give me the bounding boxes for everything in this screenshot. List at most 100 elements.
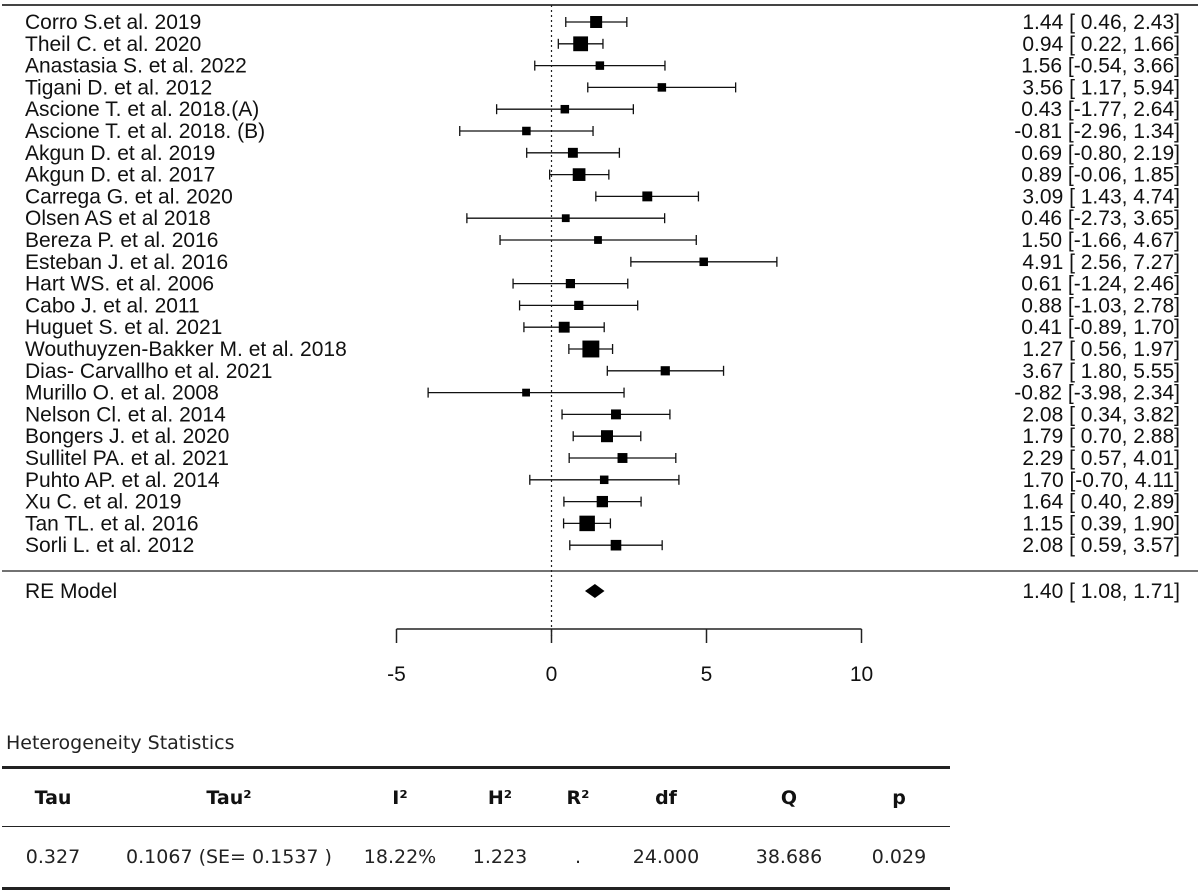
point-estimate <box>579 515 595 532</box>
point-estimate <box>599 475 609 485</box>
ci-text: 1.50 [-1.66, 4.67] <box>1021 229 1180 252</box>
study-row: Olsen AS et al 2018 0.46 [-2.73, 3.65] <box>25 207 1180 230</box>
col-tau: Tau <box>34 786 72 809</box>
study-row: Puhto AP. et al. 2014 1.70 [-0.70, 4.11] <box>25 469 1180 492</box>
study-label: Ascione T. et al. 2018. (B) <box>25 120 265 143</box>
point-estimate <box>567 147 578 158</box>
ci-text: 0.46 [-2.73, 3.65] <box>1021 207 1180 230</box>
study-row: Esteban J. et al. 2016 4.91 [ 2.56, 7.27] <box>25 251 1180 274</box>
forest-plot: Corro S.et al. 2019 1.44 [ 0.46, 2.43]The… <box>2 4 1198 686</box>
ci-text: 0.94 [ 0.22, 1.66] <box>1022 33 1180 56</box>
point-estimate <box>660 366 670 376</box>
point-estimate <box>572 168 586 181</box>
study-row: Xu C. et al. 2019 1.64 [ 0.40, 2.89] <box>25 491 1180 514</box>
point-estimate <box>600 430 613 443</box>
value-r2: . <box>574 846 582 868</box>
study-row: Dias- Carvallho et al. 2021 3.67 [ 1.80, … <box>25 360 1180 383</box>
summary-label: RE Model <box>25 580 117 603</box>
study-row: Carrega G. et al. 2020 3.09 [ 1.43, 4.74] <box>25 185 1180 208</box>
point-estimate <box>610 539 622 551</box>
study-row: Bongers J. et al. 2020 1.79 [ 0.70, 2.88] <box>25 425 1180 448</box>
ci-text: 3.09 [ 1.43, 4.74] <box>1022 185 1180 208</box>
summary-ci-text: 1.40 [ 1.08, 1.71] <box>1022 580 1180 603</box>
summary-row: RE Model 1.40 [ 1.08, 1.71] <box>25 580 1180 603</box>
study-label: Puhto AP. et al. 2014 <box>25 469 220 492</box>
point-estimate <box>574 300 584 310</box>
point-estimate <box>642 191 653 202</box>
axis-tick-label: 0 <box>546 663 558 686</box>
study-label: Corro S.et al. 2019 <box>25 11 201 34</box>
study-label: Olsen AS et al 2018 <box>25 207 211 230</box>
ci-text: 1.27 [ 0.56, 1.97] <box>1022 338 1180 361</box>
point-estimate <box>560 104 570 114</box>
ci-text: 0.89 [-0.06, 1.85] <box>1021 164 1180 187</box>
study-row: Sorli L. et al. 2012 2.08 [ 0.59, 3.57] <box>25 534 1180 557</box>
ci-text: 2.08 [ 0.34, 3.82] <box>1022 403 1180 426</box>
ci-text: 1.64 [ 0.40, 2.89] <box>1022 491 1180 514</box>
point-estimate <box>657 83 667 92</box>
study-label: Dias- Carvallho et al. 2021 <box>25 360 272 383</box>
ci-text: 1.44 [ 0.46, 2.43] <box>1022 11 1180 34</box>
ci-text: 1.56 [-0.54, 3.66] <box>1021 55 1180 78</box>
study-row: Murillo O. et al. 2008 -0.82 [-3.98, 2.34… <box>25 382 1180 405</box>
ci-text: 0.43 [-1.77, 2.64] <box>1021 98 1180 121</box>
value-q: 38.686 <box>755 846 823 868</box>
study-row: Tan TL. et al. 2016 1.15 [ 0.39, 1.90] <box>25 512 1180 535</box>
study-label: Huguet S. et al. 2021 <box>25 316 222 339</box>
ci-text: 0.88 [-1.03, 2.78] <box>1021 294 1180 317</box>
heterogeneity-table: Tau Tau² I² H² R² df Q p 0.327 0.1067 (S… <box>2 766 950 890</box>
ci-text: 4.91 [ 2.56, 7.27] <box>1022 251 1180 274</box>
study-row: Theil C. et al. 2020 0.94 [ 0.22, 1.66] <box>25 33 1180 56</box>
study-label: Akgun D. et al. 2017 <box>25 164 215 187</box>
ci-text: 2.08 [ 0.59, 3.57] <box>1022 534 1180 557</box>
point-estimate <box>561 214 570 223</box>
point-estimate <box>582 340 600 358</box>
study-row: Sullitel PA. et al. 2021 2.29 [ 0.57, 4.0… <box>25 447 1180 470</box>
point-estimate <box>595 61 605 70</box>
point-estimate <box>590 16 603 28</box>
point-estimate <box>617 453 628 463</box>
point-estimate <box>573 36 589 52</box>
study-row: Akgun D. et al. 2019 0.69 [-0.80, 2.19] <box>25 142 1180 165</box>
study-row: Hart WS. et al. 2006 0.61 [-1.24, 2.46] <box>25 273 1180 296</box>
ci-text: 1.15 [ 0.39, 1.90] <box>1022 512 1180 535</box>
col-h2: H² <box>487 786 513 809</box>
study-label: Tigani D. et al. 2012 <box>25 76 212 99</box>
value-i2: 18.22% <box>363 846 437 868</box>
study-label: Sullitel PA. et al. 2021 <box>25 447 229 470</box>
point-estimate <box>699 257 708 267</box>
study-row: Bereza P. et al. 2016 1.50 [-1.66, 4.67] <box>25 229 1180 252</box>
study-rows: Corro S.et al. 2019 1.44 [ 0.46, 2.43]The… <box>25 11 1180 557</box>
study-label: Bereza P. et al. 2016 <box>25 229 218 252</box>
study-row: Nelson Cl. et al. 2014 2.08 [ 0.34, 3.82] <box>25 403 1180 426</box>
ci-text: 0.41 [-0.89, 1.70] <box>1021 316 1180 339</box>
point-estimate <box>611 409 621 420</box>
study-row: Wouthuyzen-Bakker M. et al. 2018 1.27 [ 0… <box>25 338 1180 361</box>
study-label: Esteban J. et al. 2016 <box>25 251 228 274</box>
study-label: Ascione T. et al. 2018.(A) <box>25 98 259 121</box>
study-row: Akgun D. et al. 2017 0.89 [-0.06, 1.85] <box>25 164 1180 187</box>
value-h2: 1.223 <box>472 846 528 868</box>
study-label: Tan TL. et al. 2016 <box>25 512 199 535</box>
col-df: df <box>655 786 677 809</box>
col-r2: R² <box>566 786 590 809</box>
ci-text: 0.61 [-1.24, 2.46] <box>1021 273 1180 296</box>
point-estimate <box>596 495 608 508</box>
axis-tick-label: 5 <box>701 663 713 686</box>
value-tau2: 0.1067 (SE= 0.1537 ) <box>126 846 332 868</box>
axis-tick-label: 10 <box>850 663 873 686</box>
value-df: 24.000 <box>632 846 700 868</box>
ci-text: -0.82 [-3.98, 2.34] <box>1014 382 1180 405</box>
study-label: Akgun D. et al. 2019 <box>25 142 215 165</box>
col-q: Q <box>780 786 798 809</box>
col-i2: I² <box>392 786 408 809</box>
study-row: Corro S.et al. 2019 1.44 [ 0.46, 2.43] <box>25 11 1180 34</box>
ci-text: 1.70 [-0.70, 4.11] <box>1023 469 1180 492</box>
study-row: Huguet S. et al. 2021 0.41 [-0.89, 1.70] <box>25 316 1180 339</box>
col-tau2: Tau² <box>206 786 252 809</box>
x-axis: -5 0 5 10 <box>387 628 873 686</box>
study-label: Wouthuyzen-Bakker M. et al. 2018 <box>25 338 347 361</box>
point-estimate <box>522 126 531 136</box>
study-label: Hart WS. et al. 2006 <box>25 273 214 296</box>
study-label: Xu C. et al. 2019 <box>25 491 181 514</box>
